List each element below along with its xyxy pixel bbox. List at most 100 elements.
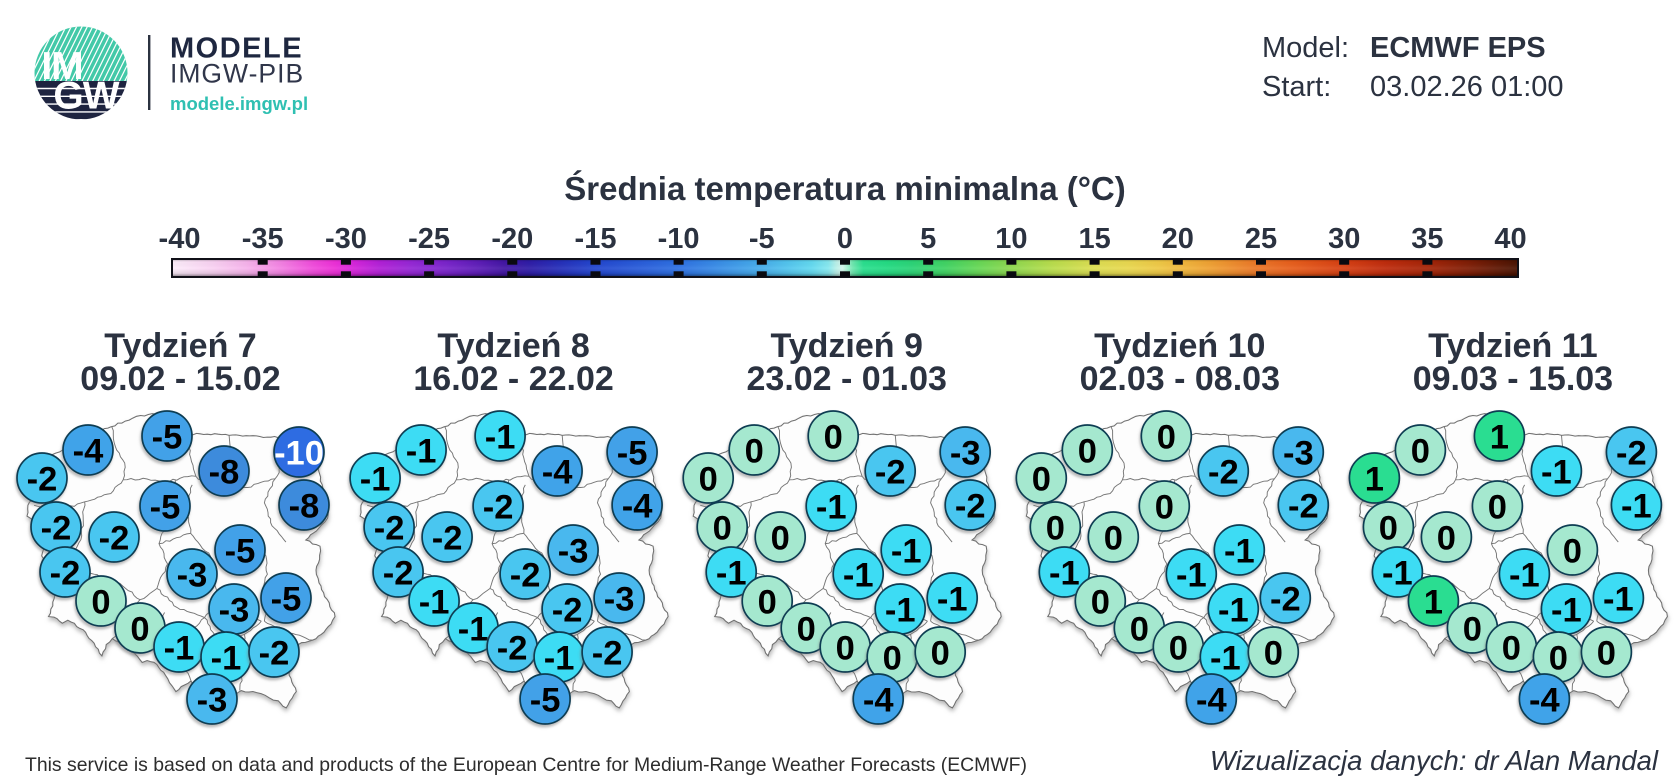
svg-text:-3: -3 xyxy=(950,434,981,472)
svg-text:0: 0 xyxy=(745,432,764,470)
svg-text:-1: -1 xyxy=(164,629,195,667)
svg-text:-4: -4 xyxy=(542,453,573,491)
svg-text:5: 5 xyxy=(920,223,936,255)
svg-text:0: 0 xyxy=(1091,583,1110,621)
svg-text:-1: -1 xyxy=(1210,639,1241,677)
svg-text:-5: -5 xyxy=(271,580,302,618)
svg-text:0: 0 xyxy=(1549,639,1568,677)
svg-text:-5: -5 xyxy=(150,488,181,526)
svg-text:Tydzień 9: Tydzień 9 xyxy=(770,327,922,365)
svg-text:-4: -4 xyxy=(73,432,104,470)
svg-text:1: 1 xyxy=(1365,460,1384,498)
svg-text:-3: -3 xyxy=(219,591,250,629)
svg-text:-1: -1 xyxy=(843,556,874,594)
svg-text:1: 1 xyxy=(1424,583,1443,621)
svg-text:-1: -1 xyxy=(1551,591,1582,629)
svg-text:-2: -2 xyxy=(552,591,583,629)
svg-text:-2: -2 xyxy=(483,488,514,526)
svg-text:-8: -8 xyxy=(209,453,240,491)
svg-text:1: 1 xyxy=(1490,418,1509,456)
svg-text:-1: -1 xyxy=(1218,591,1249,629)
svg-text:Tydzień 11: Tydzień 11 xyxy=(1428,327,1597,365)
svg-text:0: 0 xyxy=(130,610,149,648)
svg-text:0: 0 xyxy=(837,223,853,255)
svg-text:-3: -3 xyxy=(197,681,228,719)
svg-text:40: 40 xyxy=(1494,223,1526,255)
svg-text:0: 0 xyxy=(1502,629,1521,667)
svg-text:0: 0 xyxy=(824,418,843,456)
svg-text:0: 0 xyxy=(1488,488,1507,526)
svg-text:-30: -30 xyxy=(325,223,367,255)
svg-text:09.03 - 15.03: 09.03 - 15.03 xyxy=(1413,360,1613,398)
svg-text:0: 0 xyxy=(1264,634,1283,672)
svg-text:-1: -1 xyxy=(485,418,516,456)
svg-text:-10: -10 xyxy=(658,223,700,255)
svg-text:0: 0 xyxy=(1046,509,1065,547)
svg-text:-15: -15 xyxy=(575,223,617,255)
svg-text:-5: -5 xyxy=(152,418,183,456)
svg-text:30: 30 xyxy=(1328,223,1360,255)
svg-text:IM: IM xyxy=(41,45,82,88)
svg-text:Tydzień 7: Tydzień 7 xyxy=(104,327,256,365)
svg-text:-1: -1 xyxy=(211,639,242,677)
svg-text:-2: -2 xyxy=(497,629,528,667)
svg-text:0: 0 xyxy=(1437,519,1456,557)
svg-text:-1: -1 xyxy=(937,580,968,618)
svg-text:35: 35 xyxy=(1411,223,1443,255)
svg-text:15: 15 xyxy=(1078,223,1110,255)
svg-text:20: 20 xyxy=(1162,223,1194,255)
svg-text:0: 0 xyxy=(1130,610,1149,648)
svg-text:-1: -1 xyxy=(1509,556,1540,594)
svg-text:-4: -4 xyxy=(1529,681,1560,719)
svg-text:16.02 - 22.02: 16.02 - 22.02 xyxy=(413,360,613,398)
svg-text:-1: -1 xyxy=(816,488,847,526)
svg-text:03.02.26 01:00: 03.02.26 01:00 xyxy=(1370,71,1564,103)
svg-text:-2: -2 xyxy=(510,556,541,594)
svg-text:-1: -1 xyxy=(1382,554,1413,592)
svg-text:-40: -40 xyxy=(159,223,201,255)
svg-text:-3: -3 xyxy=(177,556,208,594)
svg-text:-1: -1 xyxy=(1176,556,1207,594)
svg-text:0: 0 xyxy=(1463,610,1482,648)
svg-text:-2: -2 xyxy=(99,519,130,557)
svg-text:0: 0 xyxy=(883,639,902,677)
svg-text:Średnia temperatura minimalna: Średnia temperatura minimalna (°C) xyxy=(564,170,1126,207)
svg-text:GW: GW xyxy=(53,75,119,118)
svg-text:-2: -2 xyxy=(259,634,290,672)
svg-text:0: 0 xyxy=(1379,509,1398,547)
svg-text:Tydzień 10: Tydzień 10 xyxy=(1094,327,1265,365)
svg-text:-2: -2 xyxy=(1208,453,1239,491)
svg-text:-2: -2 xyxy=(374,509,405,547)
svg-text:-2: -2 xyxy=(1288,487,1319,525)
svg-text:-1: -1 xyxy=(406,432,437,470)
svg-text:-4: -4 xyxy=(622,487,653,525)
svg-text:-1: -1 xyxy=(885,591,916,629)
svg-text:modele.imgw.pl: modele.imgw.pl xyxy=(170,93,308,114)
svg-text:-3: -3 xyxy=(558,532,589,570)
svg-text:-20: -20 xyxy=(491,223,533,255)
svg-text:-3: -3 xyxy=(1283,434,1314,472)
svg-text:-35: -35 xyxy=(242,223,284,255)
svg-text:-2: -2 xyxy=(383,554,414,592)
svg-text:0: 0 xyxy=(1032,460,1051,498)
svg-text:-2: -2 xyxy=(432,519,463,557)
svg-text:-1: -1 xyxy=(458,610,489,648)
svg-text:Wizualizacja danych: dr Alan M: Wizualizacja danych: dr Alan Mandal xyxy=(1210,745,1659,776)
svg-text:0: 0 xyxy=(758,583,777,621)
svg-text:-25: -25 xyxy=(408,223,450,255)
svg-text:-5: -5 xyxy=(749,223,775,255)
svg-text:0: 0 xyxy=(91,583,110,621)
svg-text:MODELE: MODELE xyxy=(170,33,303,65)
svg-text:0: 0 xyxy=(1078,432,1097,470)
svg-text:0: 0 xyxy=(836,629,855,667)
svg-text:-1: -1 xyxy=(716,554,747,592)
svg-text:-2: -2 xyxy=(592,634,623,672)
svg-text:This service is based on data: This service is based on data and produc… xyxy=(25,754,1027,776)
svg-text:IMGW-PIB: IMGW-PIB xyxy=(170,59,304,89)
svg-text:-2: -2 xyxy=(50,554,81,592)
svg-text:Model:: Model: xyxy=(1262,32,1349,64)
svg-text:0: 0 xyxy=(1104,519,1123,557)
svg-text:23.02 - 01.03: 23.02 - 01.03 xyxy=(747,360,947,398)
svg-text:-10: -10 xyxy=(274,434,324,472)
svg-text:0: 0 xyxy=(1411,432,1430,470)
